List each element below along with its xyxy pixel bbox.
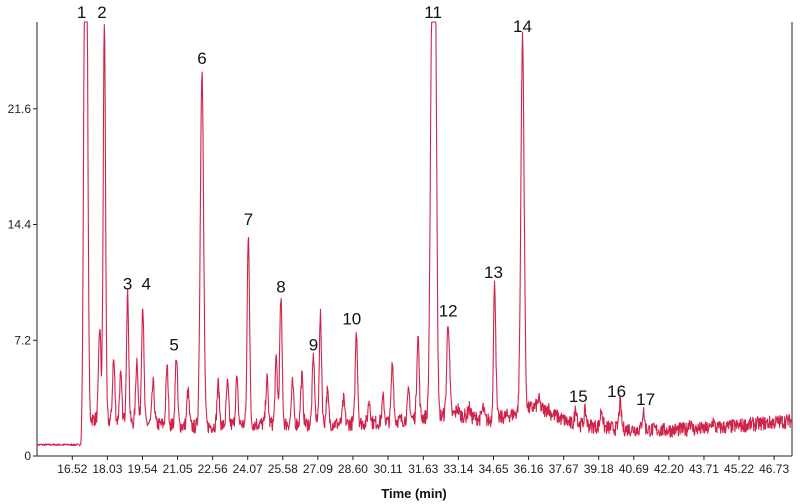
x-tick-label: 22.56 — [198, 462, 228, 476]
x-tick-label: 21.05 — [163, 462, 193, 476]
peak-label-16: 16 — [607, 382, 626, 401]
x-tick-label: 25.58 — [268, 462, 298, 476]
x-tick-label: 37.67 — [549, 462, 579, 476]
x-tick-label: 42.20 — [654, 462, 684, 476]
peak-label-11: 11 — [424, 3, 442, 22]
x-tick-label: 45.22 — [724, 462, 754, 476]
x-tick-label: 33.14 — [443, 462, 473, 476]
x-tick-label: 34.65 — [478, 462, 508, 476]
peak-label-14: 14 — [513, 17, 532, 36]
x-tick-label: 28.60 — [338, 462, 368, 476]
x-tick-label: 43.71 — [689, 462, 719, 476]
y-tick-label: 21.6 — [8, 102, 32, 116]
peak-label-6: 6 — [197, 49, 206, 68]
x-tick-label: 36.16 — [514, 462, 544, 476]
peak-label-12: 12 — [439, 302, 458, 321]
x-tick-label: 27.09 — [303, 462, 333, 476]
x-tick-label: 46.73 — [759, 462, 789, 476]
peak-label-9: 9 — [309, 335, 318, 354]
peak-label-10: 10 — [342, 310, 361, 329]
x-tick-label: 39.18 — [584, 462, 614, 476]
peak-label-15: 15 — [569, 387, 588, 406]
y-tick-label: 7.2 — [14, 333, 31, 347]
peak-label-7: 7 — [244, 210, 253, 229]
x-tick-label: 31.63 — [408, 462, 438, 476]
x-axis-title: Time (min) — [381, 486, 447, 501]
x-tick-label: 24.07 — [233, 462, 263, 476]
x-tick-label: 40.69 — [619, 462, 649, 476]
peak-label-1: 1 — [77, 3, 86, 22]
x-tick-label: 18.03 — [92, 462, 122, 476]
y-ticks: 0 7.2 14.4 21.6 — [8, 102, 37, 463]
peak-label-5: 5 — [169, 335, 178, 354]
x-tick-label: 30.11 — [373, 462, 402, 476]
peak-label-17: 17 — [636, 390, 655, 409]
peak-label-8: 8 — [276, 277, 285, 296]
x-ticks: 16.52 18.03 19.54 21.05 22.56 24.07 25.58 27.09… — [57, 456, 789, 476]
y-tick-label: 14.4 — [8, 218, 32, 232]
x-tick-label: 19.54 — [127, 462, 157, 476]
peak-label-13: 13 — [484, 263, 503, 282]
y-tick-label: 0 — [24, 449, 31, 463]
chromatogram-trace — [36, 21, 793, 447]
peak-label-4: 4 — [141, 274, 150, 293]
peak-label-2: 2 — [97, 3, 106, 22]
x-tick-label: 16.52 — [57, 462, 87, 476]
axes — [36, 22, 793, 457]
peak-label-3: 3 — [123, 274, 132, 293]
